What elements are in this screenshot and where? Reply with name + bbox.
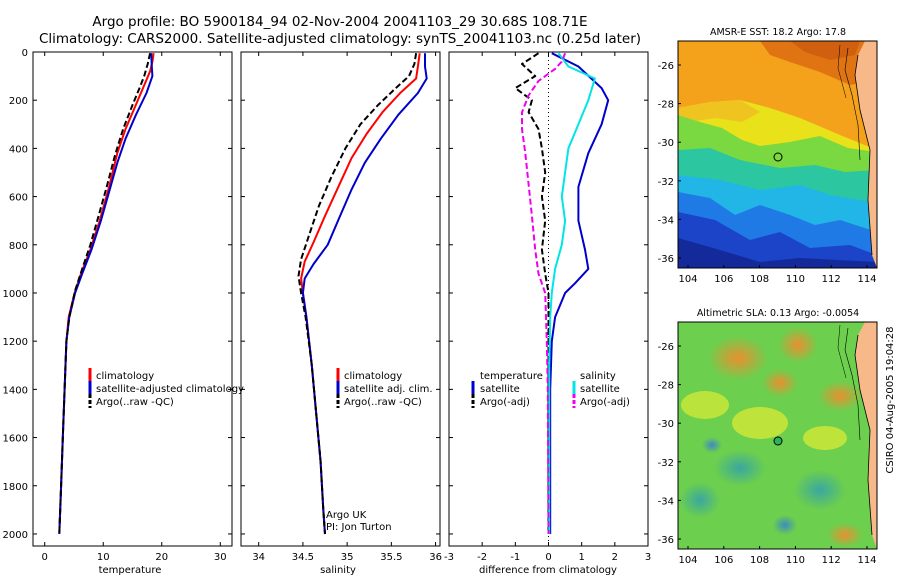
map-y-tick-label: -26 [658, 342, 674, 353]
map-x-tick-label: 114 [857, 274, 876, 285]
sst-map-frame [677, 40, 878, 269]
sla-map-frame [677, 321, 878, 550]
legend-label-climatology: climatology [344, 371, 402, 382]
difference-xlabel: difference from climatology [479, 565, 617, 576]
depth-tick-label: 800 [9, 241, 28, 252]
temperature-plot: 0 10 20 30 [33, 51, 232, 563]
sst-map-image [678, 41, 877, 268]
x-tick-label: 34.5 [292, 552, 314, 563]
temperature-plot-frame [32, 51, 233, 547]
x-tick-label: 0 [545, 552, 551, 563]
temperature-xlabel: temperature [99, 565, 162, 576]
sla-argo-location-marker [773, 436, 783, 446]
series-line-temperature-argo-adj [514, 52, 550, 534]
annotation-argo-uk: Argo UK [326, 510, 367, 521]
map-y-tick-label: -28 [658, 381, 674, 392]
salinity-legend: climatology satellite adj. clim. Argo(..… [336, 368, 433, 408]
depth-tick-label: 400 [9, 144, 28, 155]
x-tick-label: 0 [42, 552, 48, 563]
map-x-tick-label: 110 [786, 555, 805, 566]
figure-title-line1: Argo profile: BO 5900184_94 02-Nov-2004 … [92, 14, 588, 30]
map-y-tick-label: -34 [658, 496, 674, 507]
map-x-tick-label: 104 [678, 274, 697, 285]
map-y-tick-label: -36 [658, 535, 674, 546]
depth-tick-label: 1600 [3, 434, 28, 445]
x-tick-label: 34 [252, 552, 265, 563]
sla-map-image [678, 322, 877, 549]
x-tick-label: 1 [578, 552, 584, 563]
legend-label-satellite: satellite-adjusted climatology [96, 384, 244, 395]
series-line-salinity-satellite [548, 52, 596, 534]
sla-map-title: Altimetric SLA: 0.13 Argo: -0.0054 [697, 308, 859, 319]
salinity-plot: 34 34.5 35 35.5 36 [241, 51, 442, 563]
depth-tick-label: 1400 [3, 385, 28, 396]
difference-plot: -3 -2 -1 0 1 2 3 [444, 51, 651, 563]
depth-tick-label: 1800 [3, 482, 28, 493]
figure-title-line2: Climatology: CARS2000. Satellite-adjuste… [38, 31, 642, 47]
x-tick-label: -1 [510, 552, 520, 563]
depth-tick-label: 600 [9, 193, 28, 204]
map-x-tick-label: 108 [750, 555, 769, 566]
map-y-tick-label: -28 [658, 100, 674, 111]
map-y-tick-label: -30 [658, 138, 674, 149]
legend-label-salinity-argo: Argo(-adj) [580, 397, 630, 408]
x-tick-label: 2 [612, 552, 618, 563]
series-line-argo-raw-qc [297, 53, 418, 535]
depth-tick-label: 200 [9, 96, 28, 107]
map-y-tick-label: -32 [658, 458, 674, 469]
legend-label-argo: Argo(..raw -QC) [344, 397, 422, 408]
series-line-argo-raw-qc [58, 52, 152, 535]
map-x-tick-label: 106 [714, 274, 733, 285]
x-tick-label: 35 [341, 552, 354, 563]
map-y-tick-label: -34 [658, 215, 674, 226]
series-line-salinity-argo-adj [521, 52, 567, 535]
map-x-tick-label: 114 [857, 555, 876, 566]
sst-map-title: AMSR-E SST: 18.2 Argo: 17.8 [710, 27, 846, 38]
x-tick-label: -3 [444, 552, 454, 563]
series-line-satellite-adjusted-climatology [58, 53, 154, 535]
x-tick-label: -2 [477, 552, 487, 563]
x-tick-label: 30 [214, 552, 227, 563]
depth-axis-labels: 0 200 400 600 800 1000 1200 1400 1600 1800 2000 [3, 48, 28, 541]
legend-label-satellite: satellite adj. clim. [344, 384, 433, 395]
difference-legend: temperature satellite Argo(-adj) salinit… [471, 371, 630, 408]
legend-label-temperature-satellite: satellite [480, 384, 520, 395]
x-tick-label: 35.5 [380, 552, 402, 563]
x-tick-label: 36 [429, 552, 442, 563]
map-y-tick-label: -30 [658, 419, 674, 430]
sla-map-axes: 104 106 108 110 112 114 -26 -28 -30 -32 -34 -36 [658, 342, 877, 566]
map-y-tick-label: -26 [658, 61, 674, 72]
x-tick-label: 20 [155, 552, 168, 563]
temperature-legend: climatology satellite-adjusted climatolo… [88, 368, 244, 408]
depth-tick-label: 1200 [3, 337, 28, 348]
sst-map-axes: 104 106 108 110 112 114 -26 -28 -30 -32 -34 -36 [658, 61, 877, 285]
x-tick-label: 3 [645, 552, 651, 563]
salinity-plot-frame [240, 51, 441, 547]
salinity-xlabel: salinity [320, 565, 356, 576]
x-tick-label: 10 [97, 552, 110, 563]
map-y-tick-label: -36 [658, 254, 674, 265]
legend-header-temperature: temperature [480, 371, 543, 382]
depth-tick-label: 2000 [3, 530, 28, 541]
sst-argo-location-marker [773, 152, 783, 162]
map-y-tick-label: -32 [658, 177, 674, 188]
map-x-tick-label: 112 [822, 555, 841, 566]
depth-tick-label: 0 [22, 48, 28, 59]
legend-label-temperature-argo: Argo(-adj) [480, 397, 530, 408]
series-line-temperature-satellite [549, 52, 610, 534]
map-x-tick-label: 110 [786, 274, 805, 285]
depth-tick-label: 1000 [3, 289, 28, 300]
map-x-tick-label: 104 [678, 555, 697, 566]
annotation-pi: PI: Jon Turton [326, 522, 392, 533]
legend-label-climatology: climatology [96, 371, 154, 382]
legend-label-argo: Argo(..raw -QC) [96, 397, 174, 408]
map-x-tick-label: 108 [750, 274, 769, 285]
legend-header-salinity: salinity [580, 371, 616, 382]
legend-label-salinity-satellite: satellite [580, 384, 620, 395]
footer-timestamp: CSIRO 04-Aug-2005 19:04:28 [885, 326, 896, 473]
map-x-tick-label: 106 [714, 555, 733, 566]
map-x-tick-label: 112 [822, 274, 841, 285]
